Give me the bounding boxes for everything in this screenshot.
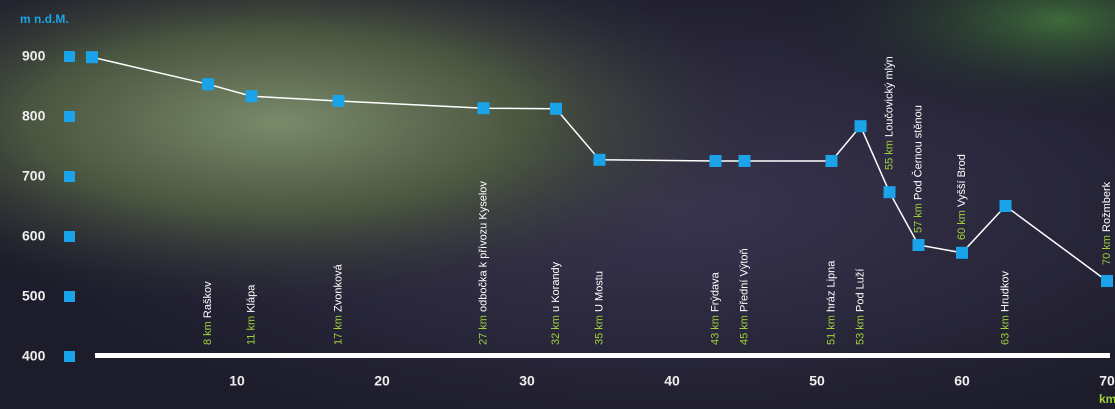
point-marker: [854, 120, 867, 133]
point-marker: [245, 90, 258, 103]
x-tick-label: 40: [664, 373, 680, 389]
point-km: 53 km: [854, 315, 866, 345]
point-name: Zvonková: [332, 263, 344, 312]
point-km: 27 km: [477, 315, 489, 345]
point-marker: [912, 239, 925, 251]
point-km: 32 km: [550, 315, 562, 345]
x-tick-label: 20: [374, 373, 390, 389]
point-km: 51 km: [825, 315, 837, 345]
y-tick-mark: [64, 51, 75, 62]
y-tick-mark: [64, 291, 75, 302]
point-name: Raškov: [202, 281, 214, 318]
point-marker: [825, 155, 838, 167]
point-label: 17 km Zvonková: [332, 263, 344, 345]
point-label: 51 km hráz Lipna: [825, 260, 837, 345]
point-name: Klápa: [245, 284, 257, 313]
point-name: Hrudkov: [999, 271, 1011, 312]
y-tick-label: 600: [22, 228, 46, 244]
point-km: 43 km: [709, 315, 721, 345]
y-tick-label: 500: [22, 288, 46, 304]
point-km: 45 km: [738, 315, 750, 345]
x-axis-line: [95, 353, 1110, 358]
y-tick-label: 400: [22, 348, 46, 364]
y-tick-label: 800: [22, 108, 46, 124]
point-km: 57 km: [912, 203, 924, 233]
point-label: 55 km Loučovický mlýn: [883, 56, 895, 170]
point-label: 27 km odbočka k přívozu Kyselov: [477, 181, 489, 345]
point-name: U Mostu: [593, 271, 605, 312]
y-tick-mark: [64, 351, 75, 362]
point-name: Pod Černou stěnou: [911, 105, 924, 200]
point-marker: [202, 78, 214, 91]
y-tick-mark: [64, 171, 75, 182]
point-km: 63 km: [999, 315, 1011, 345]
x-tick-label: 30: [519, 373, 535, 389]
point-name: Frýdava: [709, 271, 721, 312]
y-tick-mark: [64, 231, 75, 242]
point-name: Rožmberk: [1101, 181, 1113, 232]
point-marker: [883, 186, 896, 199]
elevation-line: [91, 56, 1108, 282]
point-marker: [86, 51, 98, 64]
point-marker: [999, 200, 1012, 212]
point-km: 70 km: [1101, 235, 1113, 265]
point-name: Vyšší Brod: [956, 154, 968, 207]
point-marker: [738, 155, 751, 167]
point-km: 55 km: [883, 140, 895, 170]
point-label: 45 km Přední Výtoň: [738, 248, 750, 345]
x-tick-label: 50: [809, 373, 825, 389]
point-label: 32 km u Korandy: [550, 261, 562, 345]
point-marker: [550, 102, 562, 115]
point-marker: [1101, 275, 1113, 287]
point-marker: [477, 102, 490, 115]
point-km: 35 km: [593, 315, 605, 345]
point-label: 53 km Pod Luží: [854, 269, 866, 345]
point-name: Loučovický mlýn: [883, 56, 895, 137]
y-tick-mark: [64, 111, 75, 122]
point-km: 17 km: [332, 315, 344, 345]
point-km: 8 km: [202, 321, 214, 345]
point-name: hráz Lipna: [825, 260, 837, 312]
point-marker: [593, 153, 606, 166]
x-tick-label: 60: [954, 373, 970, 389]
point-marker: [709, 155, 722, 167]
point-label: 63 km Hrudkov: [999, 271, 1011, 345]
point-label: 43 km Frýdava: [709, 271, 721, 345]
point-name: u Korandy: [550, 261, 562, 312]
point-km: 60 km: [956, 210, 968, 240]
point-label: 35 km U Mostu: [593, 271, 605, 345]
point-label: 70 km Rožmberk: [1101, 181, 1113, 265]
point-label: 57 km Pod Černou stěnou: [911, 105, 924, 233]
point-name: Pod Luží: [854, 269, 866, 312]
point-label: 60 km Vyšší Brod: [956, 154, 968, 240]
point-name: odbočka k přívozu Kyselov: [477, 181, 489, 312]
point-name: Přední Výtoň: [738, 248, 750, 312]
point-label: 8 km Raškov: [202, 281, 214, 345]
point-km: 11 km: [245, 316, 257, 345]
y-tick-label: 900: [22, 48, 46, 64]
point-marker: [956, 246, 968, 259]
x-axis-label: km: [1099, 392, 1115, 406]
y-tick-label: 700: [22, 168, 46, 184]
x-tick-label: 10: [229, 373, 245, 389]
x-tick-label: 70: [1099, 373, 1115, 389]
point-label: 11 km Klápa: [245, 284, 257, 345]
point-marker: [332, 95, 345, 107]
y-axis-label: m n.d.M.: [20, 12, 69, 26]
